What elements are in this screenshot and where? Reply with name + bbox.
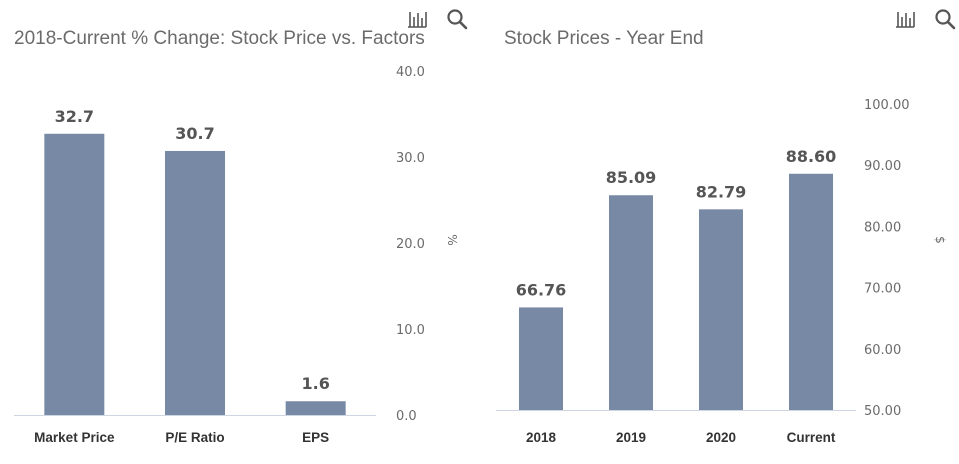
chart-panel-year-end-prices: Stock Prices - Year End 50.00 60.00 70.00 8… [480, 0, 959, 464]
x-tick-label: P/E Ratio [165, 430, 224, 445]
bar [609, 195, 653, 410]
bar-chart-stock-vs-factors: 0.0 10.0 20.0 30.0 40.0% 32.7 Market Price 30.7… [14, 65, 459, 445]
x-tick-label: 2020 [706, 430, 736, 445]
bar [699, 209, 743, 410]
bar-chart-icon[interactable] [894, 8, 916, 30]
x-tick-label: Current [787, 430, 836, 445]
x-tick-label: Market Price [34, 430, 115, 445]
data-label: 32.7 [55, 107, 94, 126]
y-tick-label: 70.00 [864, 282, 901, 297]
y-tick-label: 10.0 [396, 323, 425, 338]
y-tick-label: 90.00 [864, 159, 901, 174]
y-tick-label: 40.0 [396, 65, 425, 80]
search-icon[interactable] [446, 8, 468, 30]
y-tick-label: 60.00 [864, 343, 901, 358]
y-tick-label: 20.0 [396, 237, 425, 252]
chart-panel-stock-vs-factors: 2018-Current % Change: Stock Price vs. F… [14, 8, 468, 445]
x-tick-label: EPS [302, 430, 329, 445]
y-axis-label: % [445, 234, 459, 245]
bar-chart-year-end-prices: 50.00 60.00 70.00 80.00 90.00 100.00 $66.76 201… [496, 98, 947, 445]
data-label: 88.60 [786, 147, 837, 166]
y-tick-label: 0.0 [396, 409, 417, 424]
bar [44, 133, 105, 415]
data-label: 66.76 [516, 280, 567, 299]
data-label: 1.6 [301, 374, 329, 393]
x-tick-label: 2019 [616, 430, 646, 445]
search-icon[interactable] [934, 8, 956, 30]
data-label: 30.7 [175, 124, 214, 143]
y-tick-label: 30.0 [396, 151, 425, 166]
y-tick-label: 80.00 [864, 220, 901, 235]
data-label: 82.79 [696, 182, 747, 201]
data-label: 85.09 [606, 168, 657, 187]
bar [519, 307, 563, 410]
bar [789, 173, 833, 410]
bar [165, 150, 225, 416]
chart-title: Stock Prices - Year End [504, 28, 704, 49]
y-tick-label: 50.00 [864, 404, 901, 419]
bar-chart-icon[interactable] [406, 8, 428, 30]
bar [285, 401, 346, 415]
y-axis-label: $ [933, 236, 947, 244]
y-tick-label: 100.00 [864, 98, 910, 113]
chart-title: 2018-Current % Change: Stock Price vs. F… [14, 28, 425, 49]
x-tick-label: 2018 [526, 430, 557, 445]
